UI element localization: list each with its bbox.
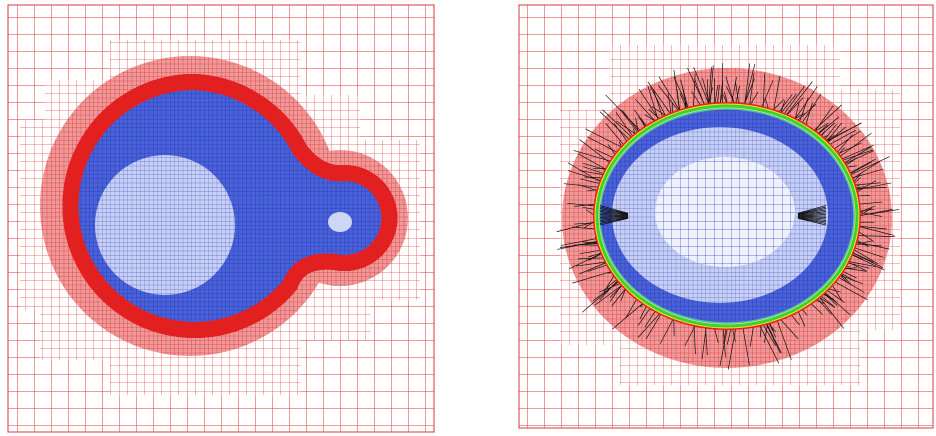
page: (() => { const svg = document.getElement… (0, 0, 936, 436)
core-region (655, 157, 795, 267)
left-panel (8, 5, 434, 432)
inner-region (95, 155, 235, 295)
bulb-core (328, 212, 352, 232)
figure (0, 0, 936, 436)
right-panel (519, 5, 933, 428)
